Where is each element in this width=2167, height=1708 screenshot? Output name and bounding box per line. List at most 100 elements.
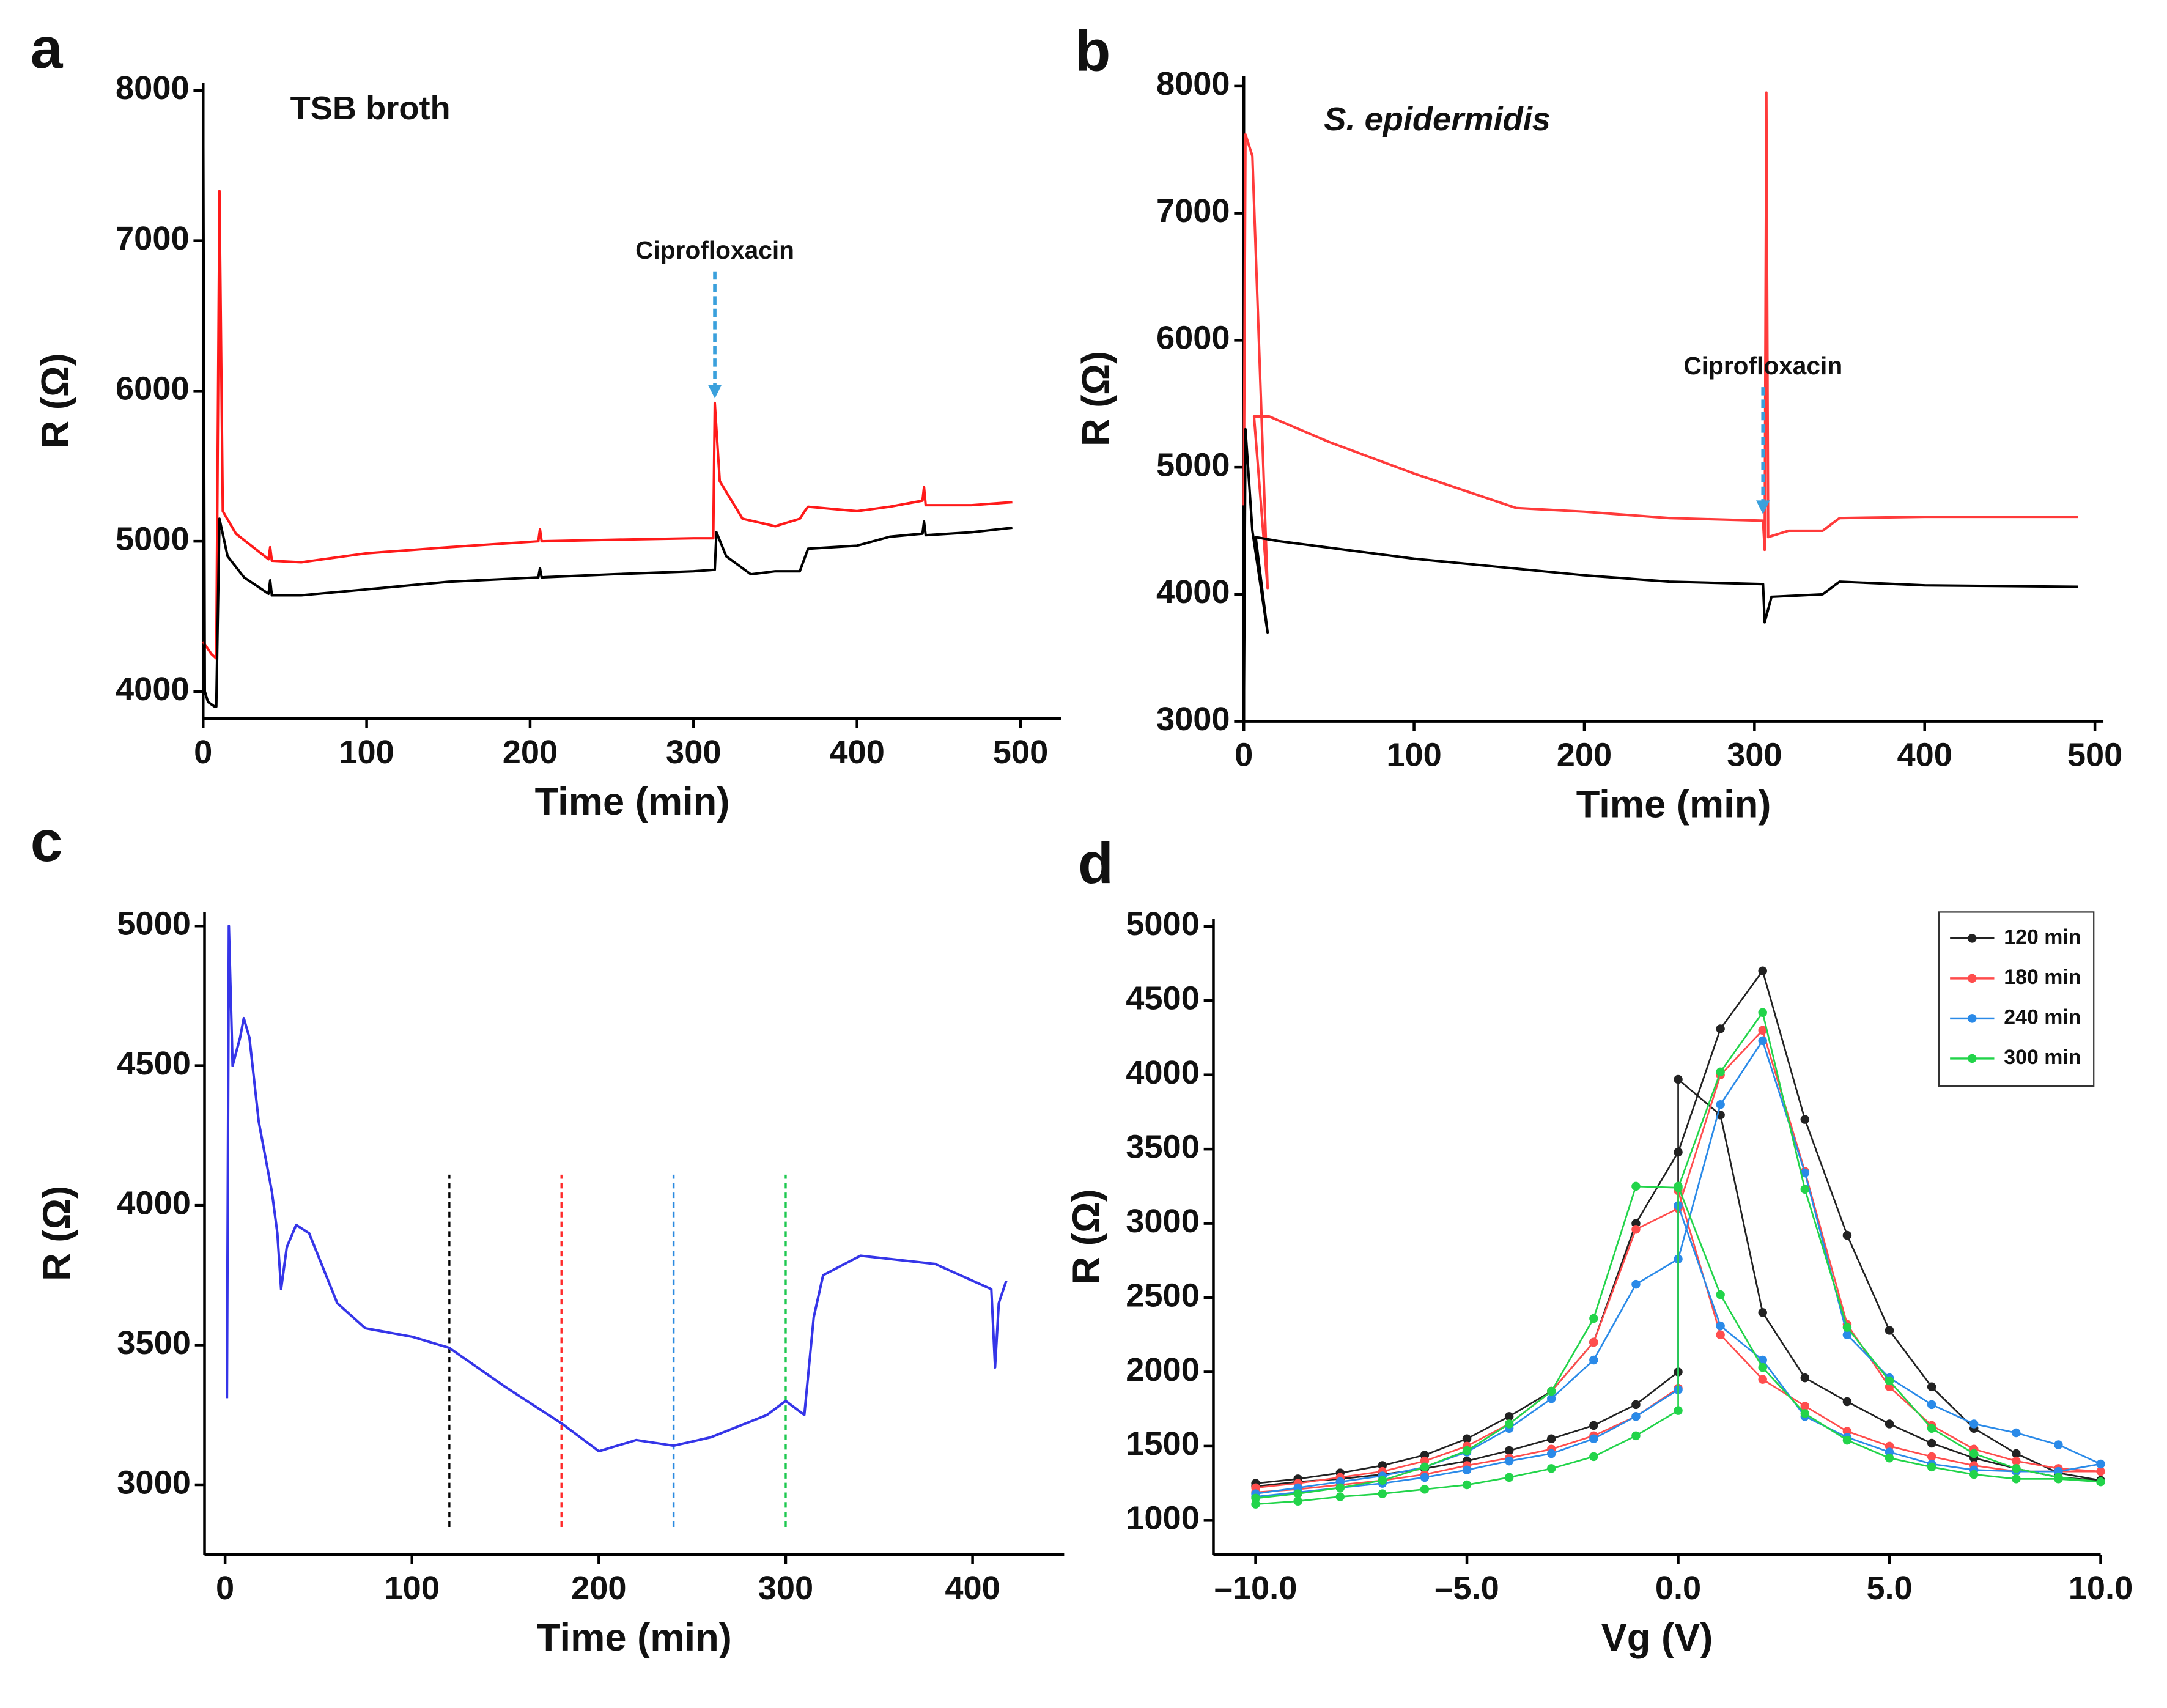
- point: [1589, 1434, 1598, 1443]
- y-tick-label: 6000: [116, 371, 190, 407]
- point: [1716, 1100, 1725, 1109]
- series-line: [1242, 427, 2078, 722]
- point: [2012, 1449, 2021, 1458]
- series-line: [1255, 1040, 2102, 1498]
- point: [2054, 1474, 2063, 1484]
- point: [1589, 1421, 1598, 1430]
- series-line: [202, 190, 1013, 660]
- point: [1758, 1026, 1767, 1035]
- y-tick-label: 2500: [1126, 1277, 1200, 1314]
- point: [1758, 1362, 1767, 1372]
- point: [1842, 1323, 1852, 1332]
- x-tick-label: 400: [1897, 737, 1952, 774]
- panel-label: b: [1075, 18, 1110, 83]
- y-tick-label: 1000: [1126, 1500, 1200, 1537]
- point: [1462, 1434, 1472, 1443]
- y-tick-label: 7000: [1156, 193, 1230, 229]
- point: [1589, 1337, 1598, 1347]
- x-tick-label: 400: [829, 734, 884, 771]
- series-line: [1242, 91, 2078, 590]
- y-tick-label: 7000: [116, 220, 190, 257]
- x-tick-label: 300: [758, 1570, 813, 1606]
- y-axis-title: R (Ω): [35, 1186, 78, 1281]
- series-line: [1255, 1011, 2102, 1506]
- point: [1927, 1438, 1936, 1448]
- point: [1842, 1230, 1852, 1240]
- point: [1885, 1326, 1894, 1335]
- legend-label: 180 min: [2004, 966, 2081, 989]
- point: [1927, 1424, 1936, 1433]
- point: [2012, 1474, 2021, 1484]
- y-tick-label: 8000: [116, 70, 190, 106]
- point: [1927, 1400, 1936, 1410]
- point: [1378, 1476, 1387, 1485]
- point: [1420, 1462, 1430, 1472]
- point: [1885, 1454, 1894, 1463]
- y-tick-label: 5000: [117, 906, 191, 942]
- arrow-head: [1755, 500, 1770, 514]
- x-tick-label: 0.0: [1655, 1570, 1701, 1606]
- point: [1335, 1492, 1345, 1501]
- y-tick-label: 1500: [1126, 1425, 1200, 1462]
- point: [1800, 1409, 1810, 1418]
- point: [1758, 1036, 1767, 1046]
- x-axis-title: Time (min): [537, 1616, 732, 1659]
- y-tick-label: 3500: [117, 1325, 191, 1361]
- point: [1589, 1355, 1598, 1365]
- point: [2096, 1466, 2105, 1476]
- point: [1547, 1386, 1556, 1396]
- point: [1716, 1330, 1725, 1339]
- x-tick-label: –10.0: [1214, 1570, 1298, 1606]
- point: [1842, 1435, 1852, 1445]
- point: [1674, 1406, 1683, 1415]
- x-tick-label: 5.0: [1866, 1570, 1912, 1606]
- point: [1631, 1181, 1641, 1191]
- point: [1504, 1412, 1514, 1421]
- point: [1378, 1489, 1387, 1498]
- point: [1885, 1376, 1894, 1386]
- y-tick-label: 4000: [1156, 574, 1230, 610]
- point: [2012, 1428, 2021, 1438]
- y-tick-label: 3500: [1126, 1128, 1200, 1165]
- legend-label: 120 min: [2004, 925, 2081, 948]
- point: [1800, 1168, 1810, 1178]
- y-tick-label: 3000: [1126, 1203, 1200, 1240]
- point: [1927, 1452, 1936, 1462]
- y-tick-label: 4500: [1126, 980, 1200, 1017]
- point: [1547, 1434, 1556, 1443]
- x-tick-label: 500: [2067, 737, 2122, 774]
- y-tick-label: 4500: [117, 1045, 191, 1082]
- y-tick-label: 6000: [1156, 320, 1230, 357]
- point: [1674, 1074, 1683, 1084]
- point: [1885, 1419, 1894, 1429]
- y-tick-label: 3000: [1156, 701, 1230, 738]
- legend-label: 300 min: [2004, 1046, 2081, 1069]
- y-tick-label: 4000: [117, 1185, 191, 1221]
- y-tick-label: 3000: [117, 1464, 191, 1501]
- x-tick-label: 0: [1235, 737, 1253, 774]
- point: [1674, 1181, 1683, 1191]
- y-tick-label: 5000: [1126, 906, 1200, 942]
- x-tick-label: 10.0: [2069, 1570, 2133, 1606]
- y-axis-title: R (Ω): [1075, 351, 1118, 446]
- panel-title: TSB broth: [290, 90, 451, 127]
- point: [2096, 1477, 2105, 1487]
- point: [1758, 1375, 1767, 1384]
- legend-dot: [1968, 1054, 1977, 1063]
- legend-dot: [1968, 1014, 1977, 1023]
- y-tick-label: 5000: [116, 520, 190, 557]
- point: [1589, 1314, 1598, 1323]
- x-tick-label: 200: [571, 1570, 626, 1606]
- x-axis-title: Time (min): [535, 780, 730, 823]
- point: [1800, 1115, 1810, 1124]
- legend-box: [1938, 911, 2095, 1087]
- point: [1800, 1373, 1810, 1383]
- point: [1927, 1462, 1936, 1472]
- series-line: [226, 925, 1008, 1453]
- x-tick-label: 500: [993, 734, 1048, 771]
- x-tick-label: 400: [945, 1570, 1000, 1606]
- x-tick-label: 0: [194, 734, 212, 771]
- x-axis-title: Time (min): [1576, 783, 1771, 826]
- point: [1251, 1499, 1260, 1509]
